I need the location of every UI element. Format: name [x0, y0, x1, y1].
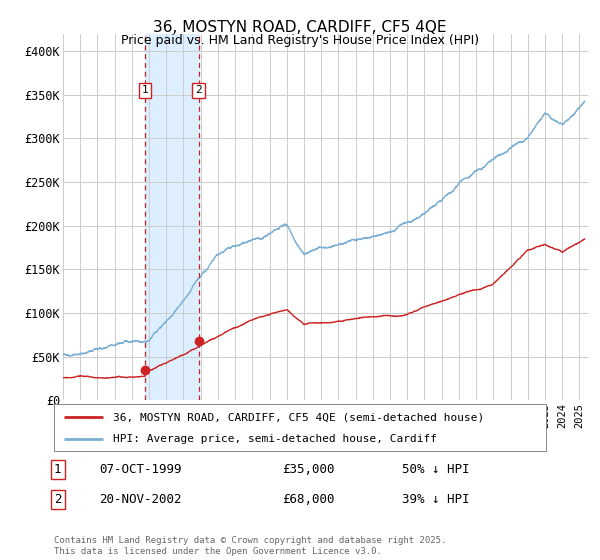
Text: 07-OCT-1999: 07-OCT-1999 [99, 463, 182, 476]
Text: 2: 2 [195, 86, 202, 95]
Text: 39% ↓ HPI: 39% ↓ HPI [402, 493, 469, 506]
Text: HPI: Average price, semi-detached house, Cardiff: HPI: Average price, semi-detached house,… [113, 434, 437, 444]
Text: 50% ↓ HPI: 50% ↓ HPI [402, 463, 469, 476]
Text: £68,000: £68,000 [282, 493, 335, 506]
Text: 36, MOSTYN ROAD, CARDIFF, CF5 4QE: 36, MOSTYN ROAD, CARDIFF, CF5 4QE [153, 20, 447, 35]
Text: 1: 1 [142, 86, 148, 95]
Text: 2: 2 [54, 493, 62, 506]
Text: 20-NOV-2002: 20-NOV-2002 [99, 493, 182, 506]
Text: 36, MOSTYN ROAD, CARDIFF, CF5 4QE (semi-detached house): 36, MOSTYN ROAD, CARDIFF, CF5 4QE (semi-… [113, 412, 484, 422]
Text: 1: 1 [54, 463, 62, 476]
Text: Contains HM Land Registry data © Crown copyright and database right 2025.
This d: Contains HM Land Registry data © Crown c… [54, 536, 446, 556]
Text: Price paid vs. HM Land Registry's House Price Index (HPI): Price paid vs. HM Land Registry's House … [121, 34, 479, 46]
Bar [145, 34, 199, 400]
Text: £35,000: £35,000 [282, 463, 335, 476]
